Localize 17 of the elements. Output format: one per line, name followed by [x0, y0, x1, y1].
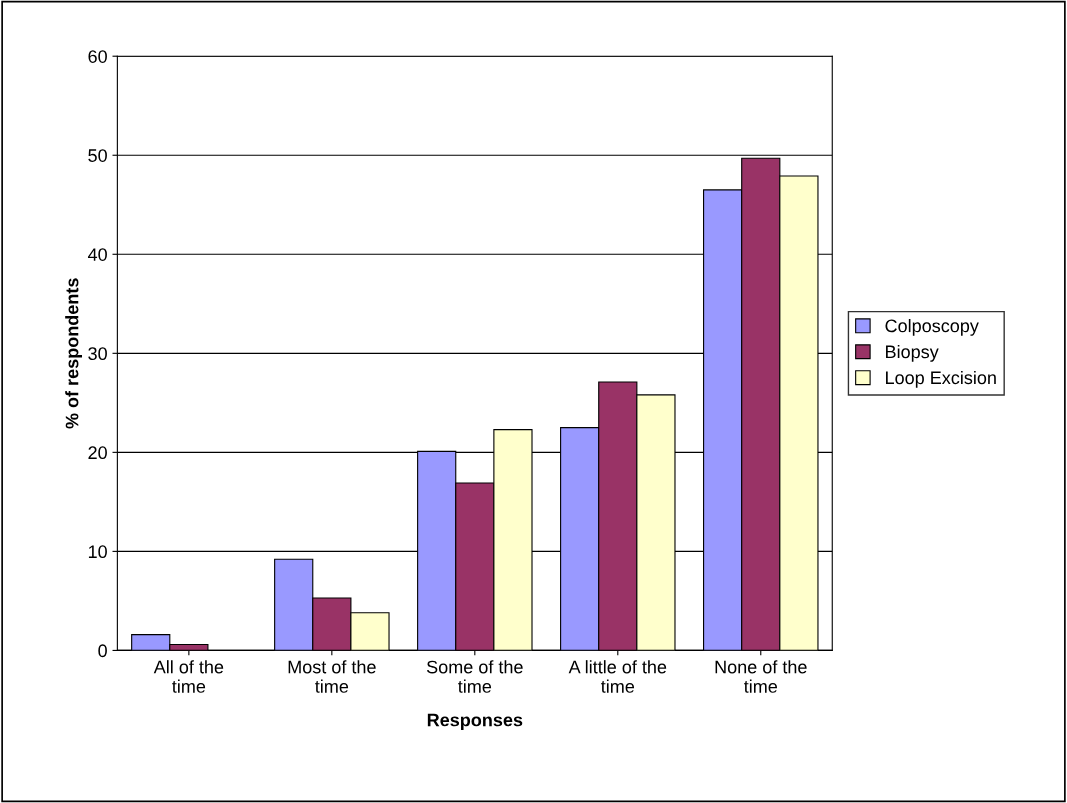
- x-tick-label: A little of the time: [568, 660, 667, 693]
- y-tick-label: 10: [88, 545, 107, 559]
- y-tick-label: 40: [87, 248, 107, 261]
- y-tick-label: 20: [88, 446, 107, 460]
- x-tick-label: Some of the time: [426, 660, 523, 693]
- x-tick-label: All of the time: [153, 660, 224, 693]
- y-tick-label: 0: [98, 644, 107, 658]
- y-tick-label: 50: [88, 149, 107, 162]
- legend-label: Colposcopy: [885, 319, 979, 336]
- legend-label: Biopsy: [886, 344, 939, 362]
- y-axis-title: % of respondents: [65, 278, 83, 429]
- x-tick-label: Most of the time: [288, 660, 376, 693]
- x-tick-label: None of the time: [715, 660, 807, 693]
- y-tick-label: 60: [88, 50, 107, 63]
- x-axis-title: Responses: [427, 713, 523, 730]
- y-tick-label: 30: [88, 347, 107, 361]
- legend-label: Loop Excision: [886, 370, 996, 388]
